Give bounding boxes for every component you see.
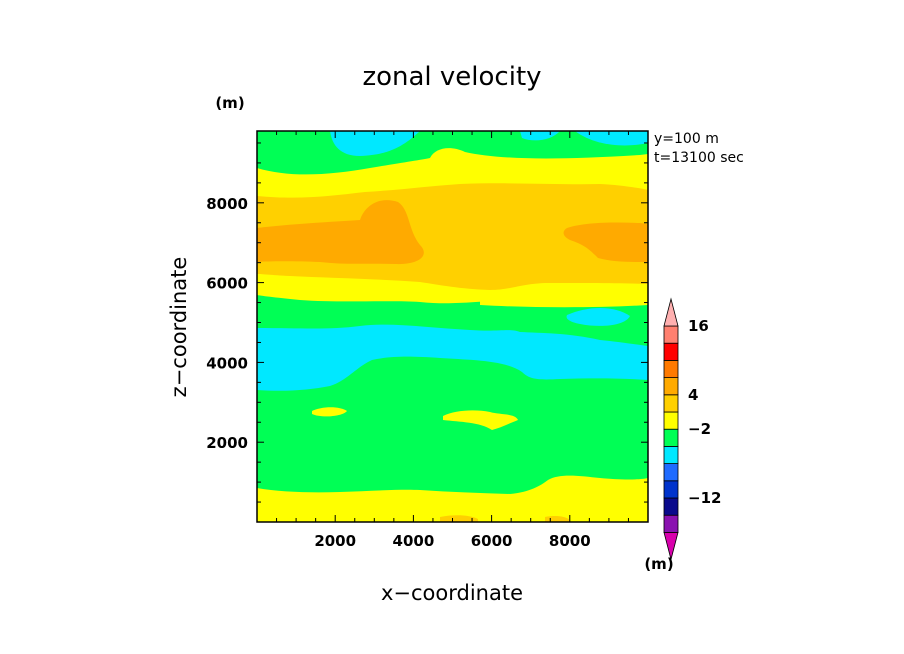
annotation-time: t=13100 sec <box>654 150 744 166</box>
colorbar-swatch <box>663 394 679 413</box>
contour-orange-bottom-bit-2 <box>545 516 570 522</box>
contour-yellow-patch <box>480 292 648 308</box>
contour-cyan-top-left <box>330 131 420 156</box>
colorbar-high-extend <box>663 297 679 327</box>
colorbar-swatch <box>663 463 679 482</box>
colorbar-swatch <box>663 325 679 344</box>
annotation-y-position: y=100 m <box>654 131 719 147</box>
x-unit-label: (m) <box>644 555 673 573</box>
colorbar-swatch <box>663 480 679 499</box>
contour-cyan-middle <box>257 324 648 391</box>
y-tick-label: 4000 <box>206 354 248 372</box>
y-unit-label: (m) <box>215 94 244 112</box>
y-tick-label: 2000 <box>206 434 248 452</box>
y-tick-label: 8000 <box>206 195 248 213</box>
colorbar-swatch <box>663 514 679 533</box>
colorbar-label: 16 <box>688 317 709 335</box>
colorbar-swatch <box>663 428 679 447</box>
colorbar-label: −12 <box>688 489 721 507</box>
contour-yellow-bottom <box>257 475 648 522</box>
contour-yellow-small-2 <box>443 410 518 430</box>
x-tick-label: 4000 <box>393 532 435 550</box>
colorbar-swatch <box>663 497 679 516</box>
x-tick-label: 2000 <box>314 532 356 550</box>
colorbar-swatch <box>663 445 679 464</box>
contour-field <box>257 131 648 522</box>
x-tick-label: 8000 <box>549 532 591 550</box>
colorbar-swatch <box>663 342 679 361</box>
contour-darkorange-left <box>257 200 424 265</box>
y-axis-label: z−coordinate <box>167 257 191 398</box>
colorbar-label: −2 <box>688 420 711 438</box>
contour-cyan-right-patch <box>566 307 630 326</box>
contour-cyan-top-right <box>575 131 648 146</box>
colorbar-label: 4 <box>688 386 698 404</box>
contour-yellow-small-1 <box>312 407 347 417</box>
colorbar-swatch <box>663 377 679 396</box>
chart-title: zonal velocity <box>362 62 541 92</box>
colorbar-swatch <box>663 359 679 378</box>
contour-darkorange-right <box>563 222 648 262</box>
colorbar-swatch <box>663 411 679 430</box>
contour-orange-bottom-bit-1 <box>440 515 478 522</box>
colorbar: −12 −2 4 16 <box>663 297 721 561</box>
y-tick-label: 6000 <box>206 275 248 293</box>
x-tick-label: 6000 <box>471 532 513 550</box>
axis-ticks: 2000 4000 6000 8000 2000 4000 6000 8000 <box>206 131 648 550</box>
x-axis-label: x−coordinate <box>381 581 523 605</box>
